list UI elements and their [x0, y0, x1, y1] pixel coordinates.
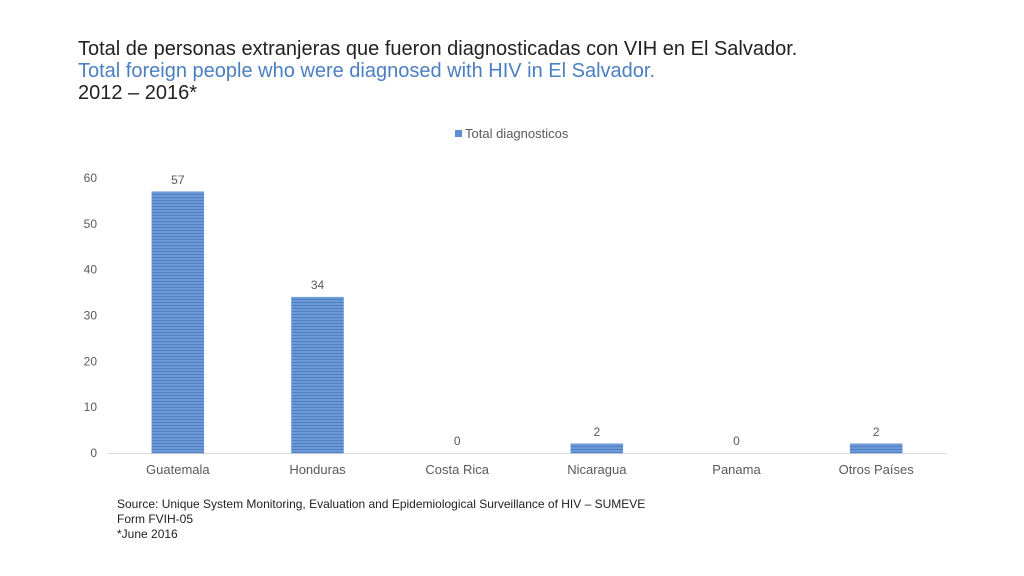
- bar: [151, 191, 205, 454]
- source-note: Source: Unique System Monitoring, Evalua…: [117, 497, 645, 542]
- data-label: 57: [171, 173, 185, 187]
- data-label: 2: [873, 425, 880, 439]
- source-line: Source: Unique System Monitoring, Evalua…: [117, 497, 646, 511]
- data-label: 0: [454, 434, 461, 448]
- form-line: Form FVIH-05: [117, 512, 194, 526]
- bar: [849, 443, 903, 454]
- y-tick-label: 60: [84, 171, 98, 185]
- date-note: *June 2016: [117, 527, 178, 541]
- y-tick-label: 10: [84, 400, 98, 414]
- y-tick-label: 50: [84, 217, 98, 231]
- y-axis: 0 10 20 30 40 50 60: [84, 171, 98, 460]
- title-english: Total foreign people who were diagnosed …: [78, 60, 656, 82]
- slide-title: Total de personas extranjeras que fueron…: [78, 38, 797, 104]
- y-tick-label: 0: [90, 446, 97, 460]
- chart-legend: Total diagnosticos: [455, 126, 569, 141]
- title-spanish: Total de personas extranjeras que fueron…: [78, 38, 798, 60]
- title-years: 2012 – 2016*: [78, 82, 198, 104]
- x-tick-label: Otros Países: [839, 462, 915, 477]
- x-tick-label: Guatemala: [146, 462, 210, 477]
- x-tick-label: Panama: [712, 462, 761, 477]
- legend-label: Total diagnosticos: [465, 126, 569, 141]
- data-label: 0: [733, 434, 740, 448]
- x-tick-label: Costa Rica: [425, 462, 489, 477]
- y-tick-label: 20: [84, 354, 98, 368]
- data-label: 34: [311, 278, 325, 292]
- y-tick-label: 30: [84, 309, 98, 323]
- bar-series: [151, 191, 903, 454]
- legend-swatch: [455, 130, 462, 137]
- data-labels: 57 34 0 2 0 2: [171, 173, 880, 448]
- bar: [291, 296, 344, 454]
- y-tick-label: 40: [84, 263, 98, 277]
- bar: [570, 443, 624, 454]
- x-axis: Guatemala Honduras Costa Rica Nicaragua Pana…: [108, 453, 946, 477]
- x-tick-label: Nicaragua: [567, 462, 627, 477]
- data-label: 2: [593, 425, 600, 439]
- x-tick-label: Honduras: [289, 462, 346, 477]
